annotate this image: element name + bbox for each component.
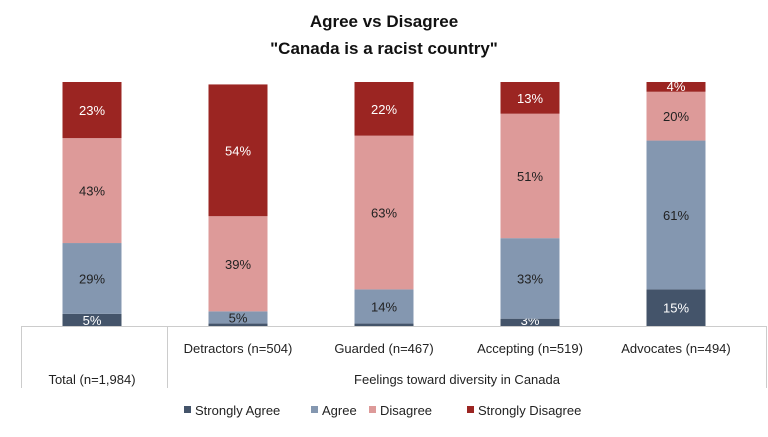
legend-swatch <box>467 406 474 413</box>
bar-segment <box>500 82 560 114</box>
bar-segment <box>354 135 414 290</box>
data-label: 39% <box>225 257 251 272</box>
legend-swatch <box>311 406 318 413</box>
bar-segment <box>354 289 414 324</box>
bar-segment <box>62 313 122 326</box>
bar-segment <box>354 323 414 326</box>
bar-segment <box>646 140 706 290</box>
data-label: 22% <box>371 102 397 117</box>
category-label: Guarded (n=467) <box>334 341 433 356</box>
legend-swatch <box>184 406 191 413</box>
data-label: 14% <box>371 299 397 314</box>
bar-segment <box>208 323 268 326</box>
category-label: Accepting (n=519) <box>477 341 583 356</box>
data-label: 54% <box>225 143 251 158</box>
bar-segment <box>62 138 122 244</box>
bar-segment <box>646 91 706 141</box>
bar-segment <box>208 216 268 312</box>
data-label: 20% <box>663 109 689 124</box>
bar-segment <box>500 238 560 319</box>
data-label: 61% <box>663 208 689 223</box>
bar-segment <box>646 82 706 92</box>
chart-title: Agree vs Disagree <box>309 12 459 31</box>
data-label: 5% <box>229 311 248 326</box>
data-label: 4% <box>667 79 686 94</box>
data-label: 13% <box>517 91 543 106</box>
bar-segment <box>208 311 268 324</box>
data-label: 63% <box>371 206 397 221</box>
chart-subtitle: "Canada is a racist country" <box>270 39 498 58</box>
legend-label: Disagree <box>380 403 432 418</box>
data-label: 15% <box>663 301 689 316</box>
bar-segment <box>208 84 268 217</box>
bar-segment <box>62 243 122 314</box>
legend-label: Strongly Disagree <box>478 403 581 418</box>
bar-segment <box>646 289 706 326</box>
bar-segment <box>500 318 560 326</box>
data-label: 5% <box>83 313 102 328</box>
data-label: 29% <box>79 271 105 286</box>
x-axis-title: Feelings toward diversity in Canada <box>354 372 561 387</box>
bar-segment <box>62 82 122 139</box>
data-label: 43% <box>79 184 105 199</box>
category-label: Total (n=1,984) <box>48 372 135 387</box>
legend-swatch <box>369 406 376 413</box>
data-label: 51% <box>517 169 543 184</box>
legend-label: Strongly Agree <box>195 403 280 418</box>
category-label: Detractors (n=504) <box>184 341 293 356</box>
bar-segment <box>500 113 560 239</box>
bar-segment <box>354 82 414 136</box>
legend-label: Agree <box>322 403 357 418</box>
data-label: 33% <box>517 271 543 286</box>
category-label: Advocates (n=494) <box>621 341 730 356</box>
data-label: 23% <box>79 103 105 118</box>
